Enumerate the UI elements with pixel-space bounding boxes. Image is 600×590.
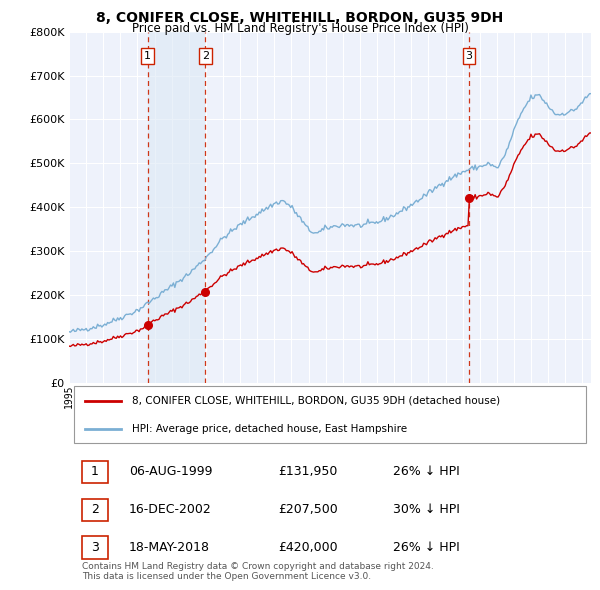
Text: 26% ↓ HPI: 26% ↓ HPI [392,541,460,554]
Bar [148,32,205,383]
Text: 06-AUG-1999: 06-AUG-1999 [129,466,212,478]
Text: 1: 1 [144,51,151,61]
Text: 18-MAY-2018: 18-MAY-2018 [129,541,210,554]
FancyBboxPatch shape [82,499,108,521]
Text: 30% ↓ HPI: 30% ↓ HPI [392,503,460,516]
Text: 8, CONIFER CLOSE, WHITEHILL, BORDON, GU35 9DH (detached house): 8, CONIFER CLOSE, WHITEHILL, BORDON, GU3… [131,396,500,406]
Text: 8, CONIFER CLOSE, WHITEHILL, BORDON, GU35 9DH: 8, CONIFER CLOSE, WHITEHILL, BORDON, GU3… [97,11,503,25]
Text: £131,950: £131,950 [278,466,337,478]
Text: HPI: Average price, detached house, East Hampshire: HPI: Average price, detached house, East… [131,424,407,434]
Text: 3: 3 [91,541,99,554]
Text: £207,500: £207,500 [278,503,338,516]
Text: Contains HM Land Registry data © Crown copyright and database right 2024.
This d: Contains HM Land Registry data © Crown c… [82,562,434,581]
Text: 2: 2 [91,503,99,516]
Text: 26% ↓ HPI: 26% ↓ HPI [392,466,460,478]
Text: 2: 2 [202,51,209,61]
Text: Price paid vs. HM Land Registry's House Price Index (HPI): Price paid vs. HM Land Registry's House … [131,22,469,35]
Text: 3: 3 [466,51,473,61]
FancyBboxPatch shape [82,461,108,483]
FancyBboxPatch shape [74,386,586,444]
Text: £420,000: £420,000 [278,541,337,554]
Text: 16-DEC-2002: 16-DEC-2002 [129,503,212,516]
FancyBboxPatch shape [82,536,108,559]
Text: 1: 1 [91,466,99,478]
